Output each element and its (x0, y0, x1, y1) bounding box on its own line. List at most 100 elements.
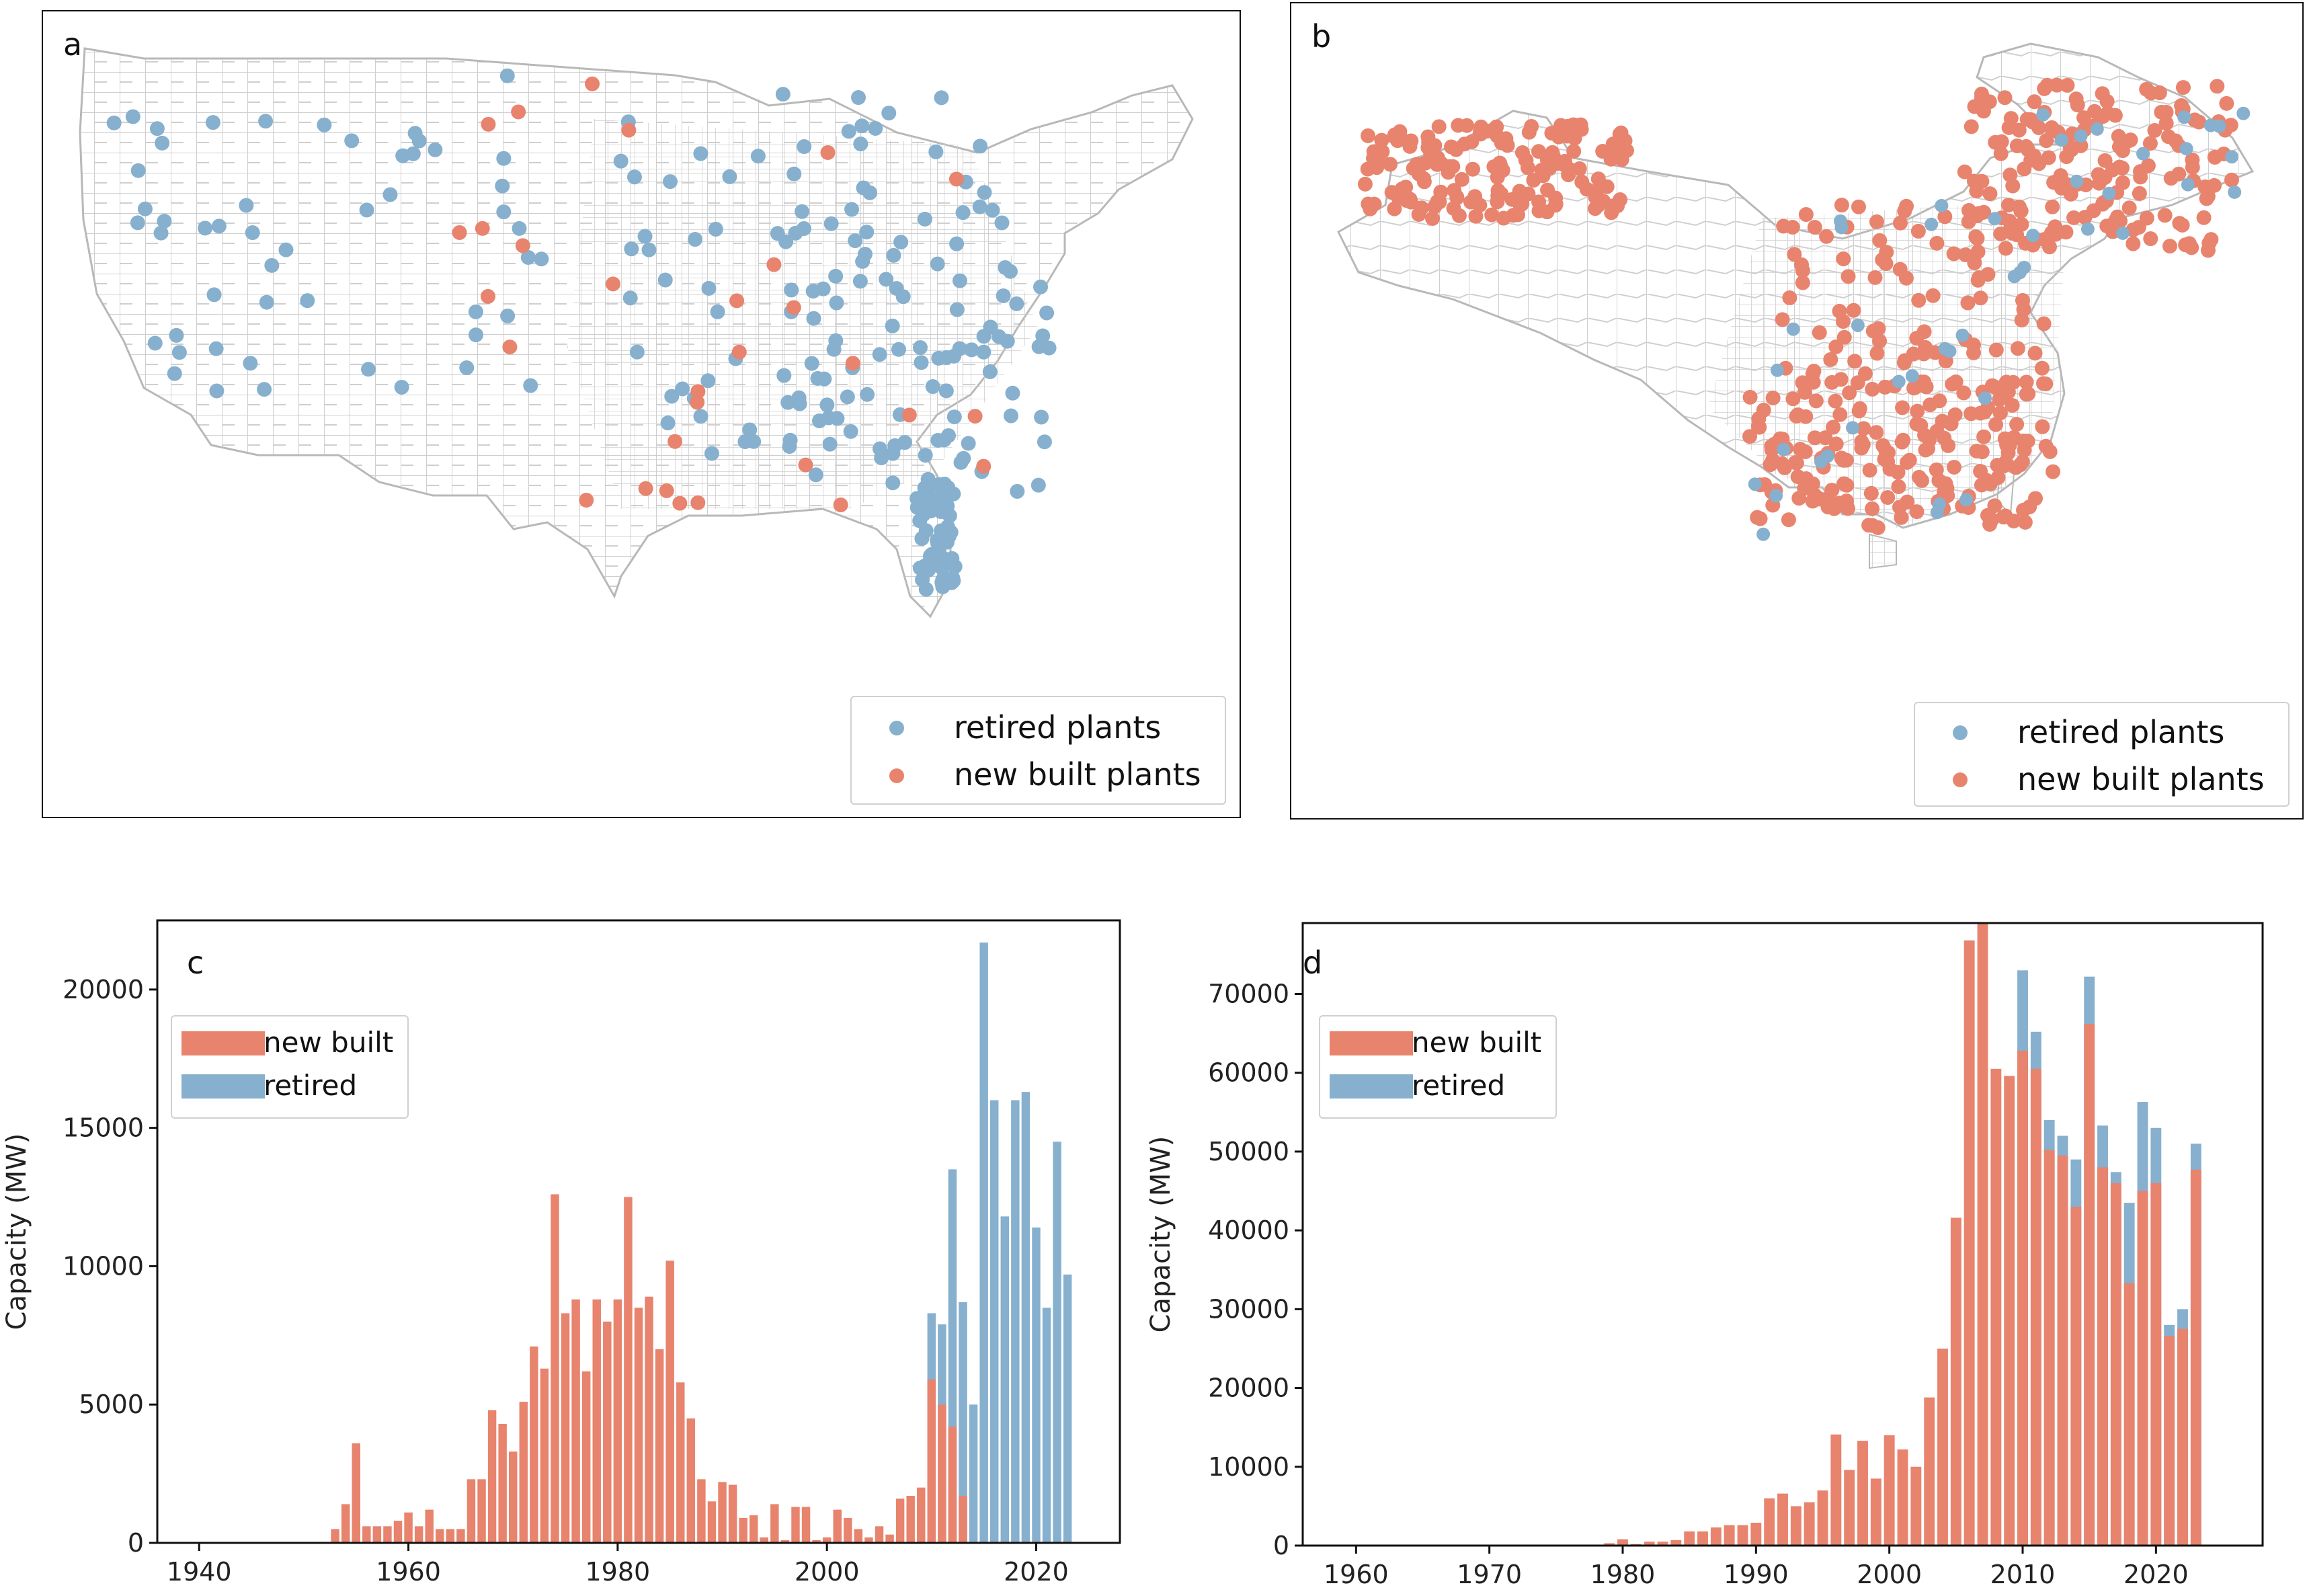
bar-new-built-1999 (1870, 1478, 1881, 1546)
retired-plant-marker (885, 318, 900, 333)
retired-plant-marker (2236, 106, 2251, 120)
new-built-plant-marker (1967, 255, 1982, 270)
bar-new-built-1988 (1724, 1525, 1735, 1546)
us-county-map (79, 47, 1194, 619)
plot-frame (156, 919, 1121, 1544)
retired-plant-marker (2136, 147, 2150, 161)
retired-plant-marker (211, 218, 227, 234)
new-built-plant-marker (2187, 112, 2202, 128)
new-built-plant-marker (1948, 374, 1964, 389)
new-built-plant-marker (1789, 455, 1804, 471)
retired-plant-marker (955, 205, 971, 221)
chart-panel-d: 1960 1970 1980 1990 2000 2010 2020 0 10000 20000 3… (1143, 894, 2307, 1593)
new-built-swatch (181, 1031, 265, 1055)
legend-a: retired plants new built plants (850, 696, 1226, 805)
china-county-map (1337, 42, 2255, 569)
new-built-plant-marker (1865, 381, 1880, 397)
new-built-plant-marker (1842, 385, 1857, 401)
new-built-plant-marker (2049, 77, 2064, 93)
new-built-plant-marker (2001, 120, 2017, 135)
new-built-plant-marker (798, 457, 813, 473)
new-built-plant-marker (1973, 290, 1988, 306)
retired-plant-marker (826, 342, 842, 357)
new-built-plant-marker (1891, 479, 1906, 494)
new-built-plant-marker (2019, 112, 2035, 127)
new-built-plant-marker (1996, 510, 2011, 525)
bar-retired-2022 (1053, 1142, 1061, 1543)
retired-plant-marker (520, 249, 536, 265)
x-tick-label: 1940 (167, 1557, 232, 1587)
bar-new-built-1953 (331, 1529, 339, 1543)
bar-new-built-2023 (2190, 1169, 2201, 1546)
panel-label-c: c (187, 945, 204, 981)
bar-new-built-2003 (854, 1529, 863, 1543)
retired-plant-marker (1771, 363, 1785, 377)
retired-plant-marker (1035, 328, 1051, 344)
new-built-plant-marker (1993, 146, 2009, 161)
new-built-plant-marker (1812, 325, 1827, 340)
retired-plant-marker (914, 531, 930, 547)
bar-new-built-1971 (519, 1402, 528, 1543)
bar-new-built-2001 (833, 1509, 842, 1543)
retired-plant-marker (991, 329, 1007, 344)
new-built-plant-marker (729, 293, 745, 309)
new-built-plant-marker (2158, 116, 2174, 131)
y-axis-label: Capacity (MW) (1, 1133, 32, 1330)
bar-new-built-1998 (801, 1507, 811, 1543)
bar-new-built-1972 (530, 1346, 538, 1543)
bar-new-built-2009 (917, 1487, 926, 1543)
new-built-plant-marker (1987, 379, 2002, 395)
retired-plant-marker (278, 242, 294, 257)
new-built-plant-marker (1909, 504, 1925, 520)
retired-plant-marker (1930, 506, 1944, 520)
retired-plant-marker (499, 68, 515, 83)
retired-plant-marker (629, 344, 645, 360)
bar-new-built-1979 (603, 1321, 612, 1543)
bar-new-built-1957 (372, 1526, 382, 1543)
new-built-plant-marker (2133, 169, 2148, 185)
retired-plant-marker (130, 215, 145, 231)
new-built-marker-icon (889, 768, 904, 783)
bar-new-built-1977 (581, 1371, 591, 1543)
new-built-plant-marker (1402, 138, 1418, 154)
retired-marker-icon (889, 721, 904, 735)
new-built-plant-marker (1867, 270, 1883, 285)
legend-d: new built retired (1319, 1015, 1557, 1119)
retired-plant-marker (1955, 328, 1970, 342)
bar-new-built-2011 (938, 1404, 946, 1543)
plot-frame (1301, 922, 2264, 1547)
new-built-plant-marker (1900, 494, 1915, 510)
new-built-plant-marker (2038, 376, 2054, 392)
new-built-plant-marker (2060, 77, 2075, 93)
retired-plant-marker (710, 304, 725, 319)
map-panel-a: a retired plants new built plants (42, 10, 1241, 818)
new-built-plant-marker (2035, 419, 2050, 434)
bar-new-built-2018 (2123, 1283, 2135, 1546)
bar-new-built-2001 (1897, 1449, 1908, 1546)
retired-plant-marker (918, 448, 933, 463)
bar-new-built-1960 (404, 1512, 413, 1543)
retired-plant-marker (149, 121, 165, 136)
retired-plant-marker (964, 342, 979, 358)
bar-new-built-1995 (1817, 1490, 1828, 1546)
retired-plant-marker (1786, 322, 1800, 336)
retired-plant-marker (881, 106, 897, 121)
bar-new-built-1987 (1710, 1527, 1722, 1546)
bar-new-built-1982 (1644, 1542, 1655, 1546)
new-built-plant-marker (1782, 290, 1797, 305)
new-built-plant-marker (1824, 374, 1840, 390)
bar-retired-2013 (959, 1302, 967, 1543)
new-built-plant-marker (1447, 183, 1462, 198)
bar-new-built-1979 (1604, 1543, 1615, 1546)
bar-retired-2023 (1063, 1274, 1072, 1543)
new-built-plant-marker (2005, 397, 2020, 413)
retired-plant-marker (817, 371, 832, 387)
panel-label-d: d (1303, 945, 1323, 981)
new-built-plant-marker (1752, 511, 1768, 526)
retired-plant-marker (939, 534, 955, 550)
new-built-plant-marker (1973, 464, 1988, 479)
new-built-plant-marker (2139, 81, 2154, 97)
new-built-marker-icon (1953, 772, 1968, 787)
new-built-plant-marker (1374, 132, 1389, 148)
new-built-plant-marker (579, 492, 594, 508)
